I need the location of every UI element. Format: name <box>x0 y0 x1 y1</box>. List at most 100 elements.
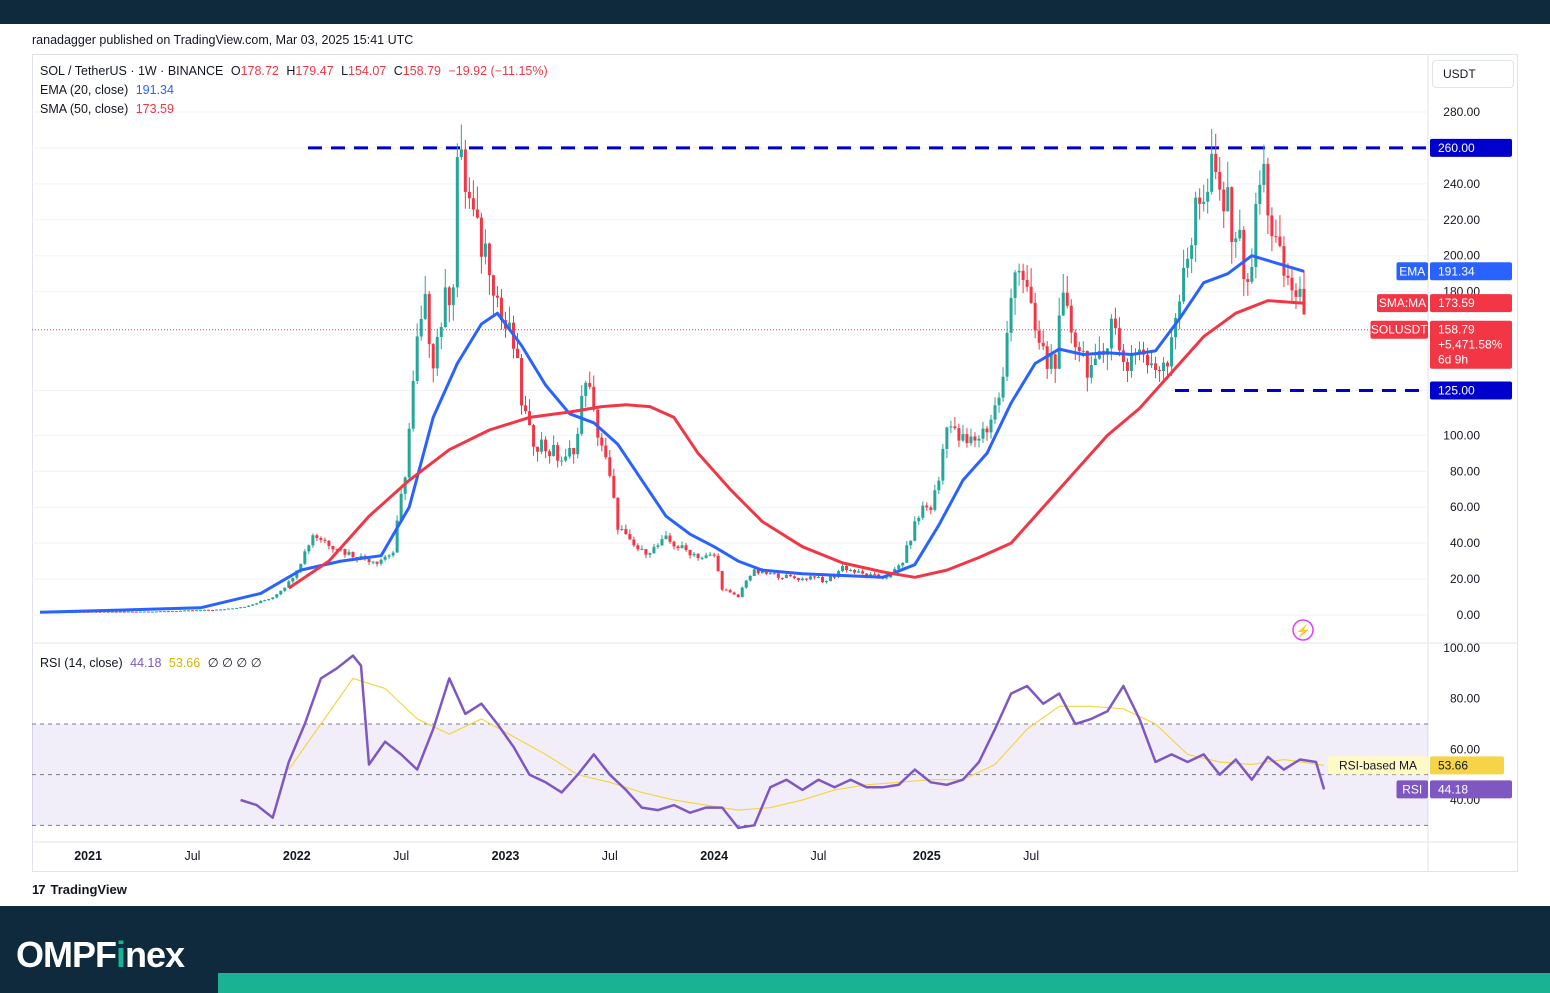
candle-body <box>211 609 215 611</box>
currency-selector[interactable]: USDT <box>1432 60 1514 88</box>
candle-body <box>227 608 231 610</box>
price-tick-label: 20.00 <box>1450 572 1480 586</box>
candle-body <box>917 517 921 522</box>
candle-body <box>1190 245 1194 259</box>
candle-body <box>479 217 483 257</box>
axis-tags: 260.00 125.00 EMA 191.34 SMA:MA 173.59 SOLUSDT… <box>1328 138 1512 799</box>
candle-body <box>644 549 648 555</box>
candle-body <box>985 428 989 433</box>
candle-body <box>640 549 644 551</box>
candle-body <box>608 457 612 476</box>
candle-body <box>1073 332 1077 347</box>
lightning-icon[interactable] <box>1292 619 1314 641</box>
time-tick-label: 2025 <box>913 849 941 863</box>
candle-body <box>933 490 937 510</box>
candle-body <box>556 444 560 461</box>
candle-body <box>612 475 616 498</box>
candle-body <box>816 577 820 579</box>
candle-body <box>231 608 235 610</box>
grid <box>32 111 1428 616</box>
rsi-ma-value: 53.66 <box>168 656 201 670</box>
candle-body <box>174 611 178 613</box>
candle-body <box>897 565 901 570</box>
candle-body <box>1290 277 1294 291</box>
candle-body <box>158 611 162 613</box>
candle-body <box>740 587 744 598</box>
candle-body <box>1029 286 1033 303</box>
chart-canvas[interactable]: 0.0020.0040.0060.0080.00100.00180.00200.… <box>0 0 1550 906</box>
candle-body <box>656 545 660 547</box>
sma-value: 173.59 <box>135 102 174 116</box>
candle-body <box>1053 354 1057 369</box>
candle-body <box>1001 376 1005 398</box>
rsi-tick-label: 60.00 <box>1450 742 1480 756</box>
candle-body <box>604 445 608 458</box>
candle-body <box>118 611 122 613</box>
candle-body <box>1109 318 1113 349</box>
candle-body <box>507 322 511 329</box>
open-value: 178.72 <box>240 64 279 78</box>
candle-body <box>275 594 279 598</box>
ema-value: 191.34 <box>135 83 174 97</box>
candle-body <box>455 157 459 288</box>
candle-body <box>873 574 877 576</box>
candle-body <box>584 382 588 396</box>
candle-body <box>1246 279 1250 282</box>
candle-body <box>287 581 291 588</box>
ema-tag-label: EMA <box>1399 264 1425 278</box>
candle-body <box>299 563 303 571</box>
candle-body <box>247 605 251 607</box>
candle-body <box>1274 236 1278 238</box>
candle-body <box>1162 362 1166 371</box>
symbol-title: SOL / TetherUS · 1W · BINANCE <box>40 64 224 78</box>
time-tick-label: Jul <box>810 849 826 863</box>
candle-body <box>668 535 672 542</box>
rsi-label: RSI (14, close) <box>40 656 123 670</box>
candle-body <box>1033 302 1037 331</box>
candle-body <box>664 535 668 540</box>
candle-body <box>800 578 804 581</box>
candle-body <box>676 546 680 549</box>
candle-body <box>1089 364 1093 378</box>
candle-body <box>178 610 182 612</box>
candle-body <box>110 611 114 613</box>
candle-body <box>283 587 287 591</box>
candle-body <box>849 569 853 571</box>
candle-body <box>1166 362 1170 367</box>
candle-body <box>1069 305 1073 333</box>
candle-body <box>632 539 636 546</box>
candle-body <box>154 611 158 613</box>
candle-body <box>977 438 981 441</box>
candle-body <box>1182 267 1186 302</box>
candle-body <box>536 446 540 452</box>
candle-body <box>303 551 307 564</box>
rsi-value: 44.18 <box>130 656 162 670</box>
candle-body <box>1093 358 1097 365</box>
candle-body <box>483 243 487 257</box>
candle-body <box>1218 171 1222 190</box>
candle-body <box>520 358 524 406</box>
candle-body <box>1129 353 1133 371</box>
price-tag-value-box <box>1430 320 1512 369</box>
candle-body <box>98 611 102 613</box>
price-tick-label: 60.00 <box>1450 500 1480 514</box>
candle-body <box>820 577 824 583</box>
price-tag-value: 158.79 <box>1438 323 1475 337</box>
candle-body <box>375 561 379 564</box>
candle-body <box>760 570 764 574</box>
candle-body <box>219 609 223 611</box>
candle-body <box>756 569 760 574</box>
candle-body <box>937 480 941 491</box>
candle-body <box>568 447 572 457</box>
support-tag-value-box <box>1430 381 1512 400</box>
candle-body <box>1198 197 1202 204</box>
tradingview-logo[interactable]: 17 TradingView <box>32 882 127 897</box>
candle-body <box>776 573 780 578</box>
candle-body <box>696 553 700 559</box>
candle-body <box>1150 363 1154 366</box>
high-label: H <box>286 64 296 78</box>
time-tick-label: Jul <box>602 849 618 863</box>
candle-body <box>239 607 243 609</box>
candle-body <box>395 520 399 553</box>
candle-body <box>784 574 788 579</box>
